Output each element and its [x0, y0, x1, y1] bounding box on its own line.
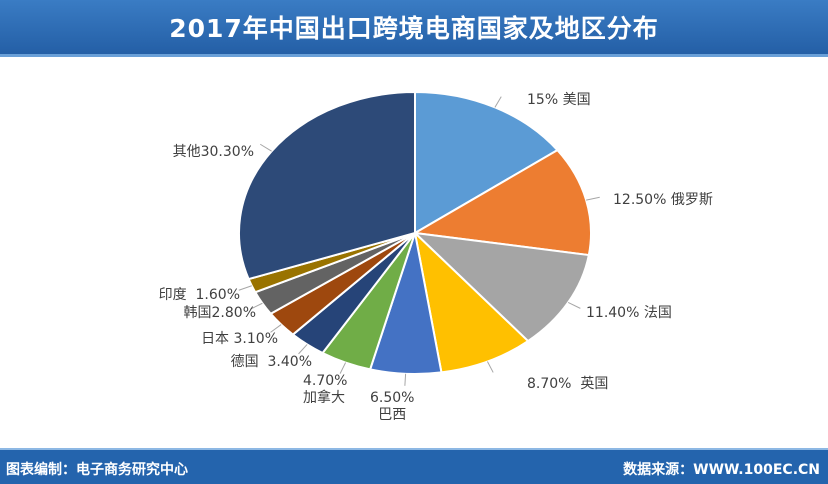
footer-source-editor: 图表编制：电子商务研究中心: [6, 462, 188, 478]
footer-data-source: 数据来源：WWW.100EC.CN: [623, 462, 820, 478]
pie-slice-2: [412, 231, 591, 343]
label-germany: 德国 3.40%: [230, 354, 312, 370]
leader-line-4: [404, 373, 407, 386]
label-canada: 4.70% 加拿大: [303, 373, 348, 406]
leader-line-6: [298, 344, 308, 355]
label-japan: 日本 3.10%: [201, 331, 278, 347]
leader-line-0: [494, 96, 502, 108]
label-brazil: 6.50% 巴西: [370, 390, 415, 423]
label-other: 其他30.30%: [172, 144, 254, 160]
leader-line-10: [259, 143, 272, 152]
label-france: 11.40% 法国: [586, 305, 672, 321]
pie-slice-10: [238, 90, 416, 281]
leader-line-2: [567, 302, 581, 309]
label-india: 印度 1.60%: [158, 287, 240, 303]
pie-slice-1: [411, 148, 592, 257]
chart-title: 2017年中国出口跨境电商国家及地区分布: [0, 0, 828, 57]
label-korea: 韩国2.80%: [183, 305, 256, 321]
leader-line-9: [238, 285, 252, 291]
label-us: 15% 美国: [527, 92, 591, 108]
footer-bar: 图表编制：电子商务研究中心 数据来源：WWW.100EC.CN: [0, 448, 828, 484]
pie-slice-3: [413, 230, 530, 374]
leader-line-7: [270, 324, 282, 333]
leader-line-3: [486, 361, 494, 373]
leader-line-8: [250, 302, 263, 310]
label-uk: 8.70% 英国: [527, 376, 609, 392]
leader-line-5: [339, 362, 347, 374]
label-russia: 12.50% 俄罗斯: [613, 192, 713, 208]
leader-line-1: [586, 196, 600, 201]
